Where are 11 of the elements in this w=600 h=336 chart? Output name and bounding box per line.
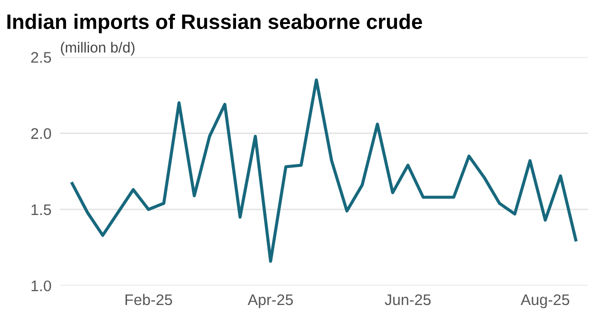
- x-tick-label: Jun-25: [384, 294, 431, 306]
- line-series: [70, 78, 578, 263]
- y-axis-title: (million b/d): [60, 42, 134, 56]
- y-tick-label: 1.0: [32, 280, 52, 292]
- y-tick-label: 2.5: [31, 52, 52, 63]
- x-tick-label: Feb-25: [126, 294, 172, 306]
- y-tick-label: 1.5: [32, 204, 52, 216]
- y-tick-label: 2.0: [31, 128, 52, 139]
- x-tick-label: Apr-25: [248, 294, 293, 308]
- x-tick-label: Aug-25: [520, 294, 570, 308]
- chart-title: Indian imports of Russian seaborne crude: [7, 14, 422, 34]
